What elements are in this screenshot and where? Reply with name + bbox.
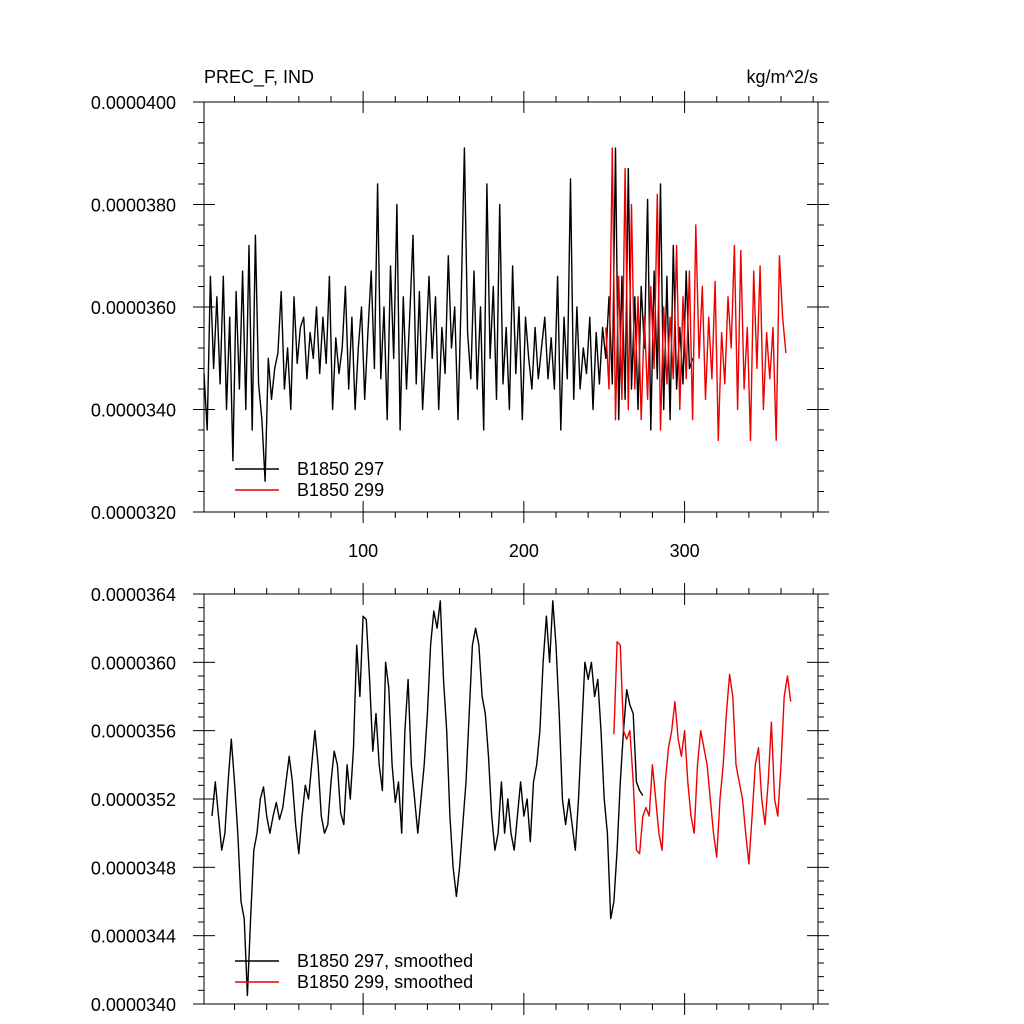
y-tick-label: 0.0000360: [91, 298, 176, 318]
y-tick-label: 0.0000400: [91, 93, 176, 113]
x-tick-labels: 100 200 300: [348, 541, 700, 561]
legend-label: B1850 297, smoothed: [297, 951, 473, 971]
legend-label: B1850 299: [297, 480, 384, 500]
series-lines: [203, 147, 787, 482]
precip-smoothed-panel: 0.0000340 0.0000344 0.0000348 0.0000352 0.00…: [91, 583, 829, 1015]
precip-raw-panel: PREC_F, IND kg/m^2/s 0.00003200.00003400…: [91, 67, 829, 561]
legend-label: B1850 299, smoothed: [297, 972, 473, 992]
x-tick-label: 300: [670, 541, 700, 561]
y-tick-label: 0.0000340: [91, 401, 176, 421]
y-tick-label: 0.0000356: [91, 722, 176, 742]
y-tick-label: 0.0000340: [91, 995, 176, 1015]
series-line-0: [203, 147, 694, 482]
plot-frame: [203, 593, 819, 1005]
y-tick-label: 0.0000380: [91, 196, 176, 216]
axis-ticks: [193, 583, 829, 1015]
y-tick-label: 0.0000360: [91, 653, 176, 673]
y-tick-label: 0.0000352: [91, 790, 176, 810]
series-lines: [211, 600, 792, 997]
legend-label: B1850 297: [297, 459, 384, 479]
chart-units: kg/m^2/s: [747, 67, 818, 87]
series-line-0: [211, 600, 644, 997]
x-tick-label: 200: [509, 541, 539, 561]
series-line-1: [613, 641, 792, 865]
y-tick-labels: 0.0000340 0.0000344 0.0000348 0.0000352 0.00…: [91, 585, 176, 1015]
chart-title-left: PREC_F, IND: [204, 67, 314, 88]
axis-ticks: [193, 91, 829, 523]
series-line-1: [605, 147, 787, 441]
y-tick-label: 0.0000364: [91, 585, 176, 605]
y-tick-label: 0.0000348: [91, 858, 176, 878]
y-tick-label: 0.0000320: [91, 503, 176, 523]
y-tick-label: 0.0000344: [91, 927, 176, 947]
x-tick-label: 100: [348, 541, 378, 561]
y-tick-labels: 0.0000320 0.0000340 0.0000360 0.0000380 0.00…: [91, 93, 176, 523]
